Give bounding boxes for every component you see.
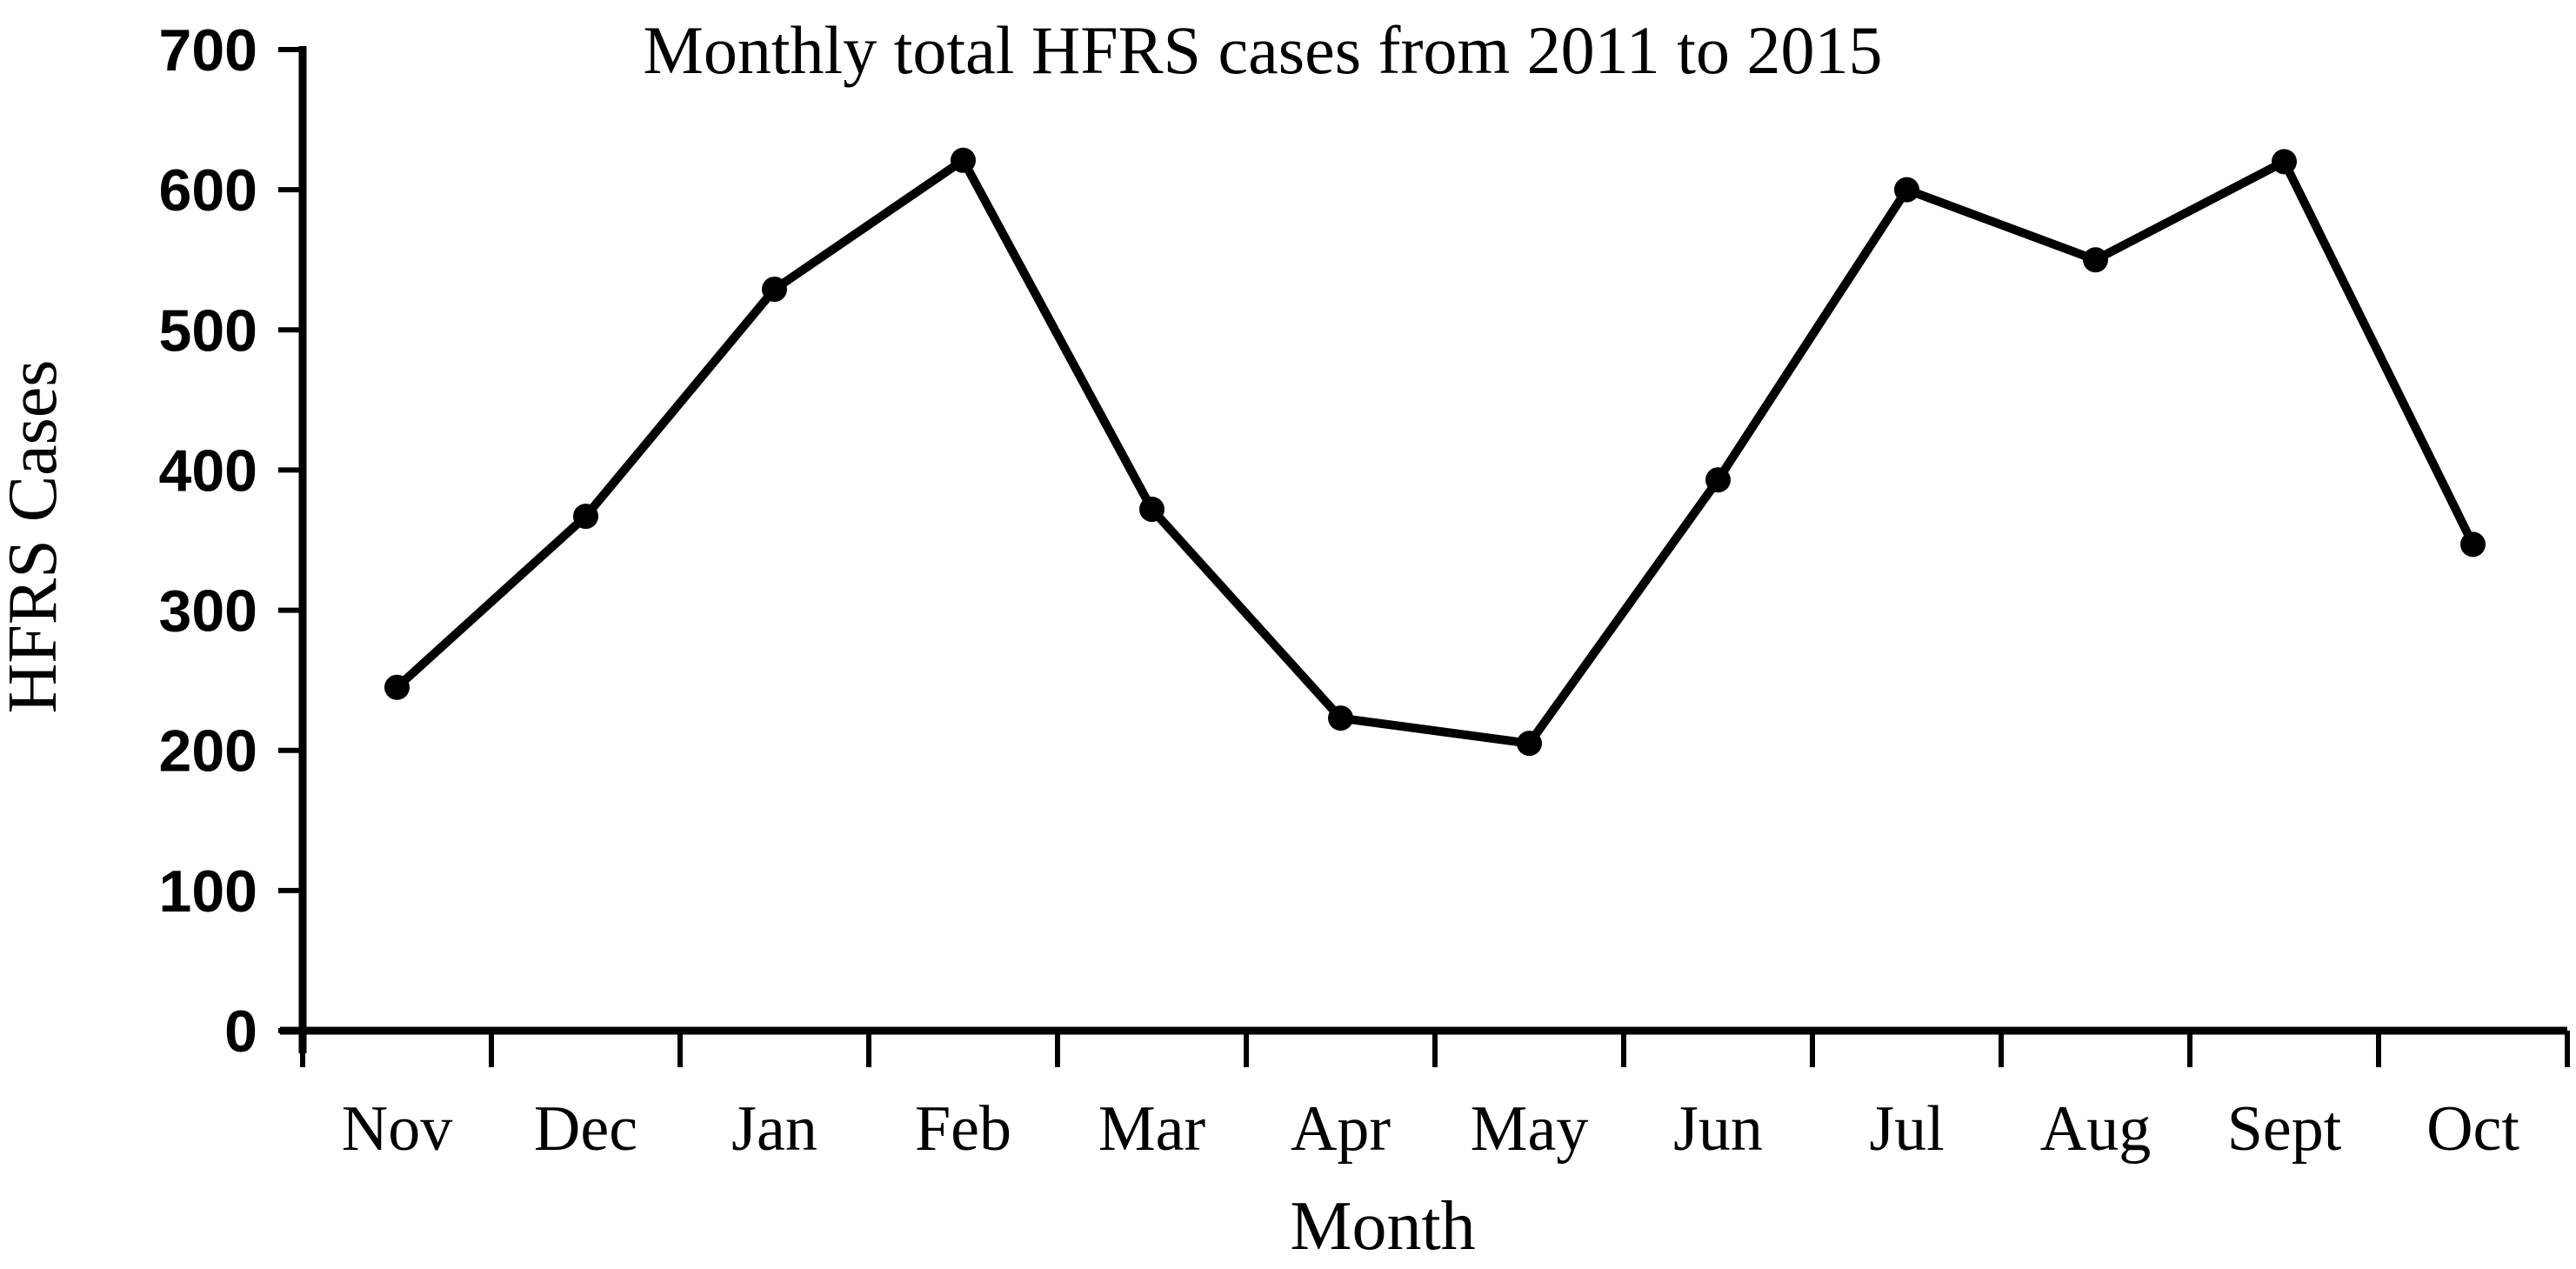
data-point: [573, 504, 598, 530]
data-point: [1705, 467, 1731, 493]
data-point: [762, 277, 787, 303]
y-tick-label: 400: [159, 437, 257, 504]
data-series: [384, 147, 2486, 757]
data-point: [2272, 149, 2297, 175]
data-point: [951, 147, 976, 173]
chart-title: Monthly total HFRS cases from 2011 to 20…: [644, 12, 1883, 88]
data-point: [1139, 497, 1165, 523]
x-tick-label: Apr: [1291, 1093, 1391, 1165]
data-point: [384, 674, 410, 700]
axis-ticks: [278, 47, 2570, 1067]
axes: [280, 46, 2567, 1053]
x-tick-label: Jun: [1673, 1093, 1763, 1165]
x-tick-label: Nov: [342, 1093, 452, 1165]
y-tick-label: 100: [159, 858, 257, 925]
y-tick-label: 0: [224, 999, 257, 1065]
y-tick-label: 200: [159, 718, 257, 785]
y-tick-label: 700: [159, 17, 257, 83]
x-tick-label: Jul: [1869, 1093, 1944, 1165]
y-axis-title: HFRS Cases: [0, 360, 71, 714]
x-tick-label: Sept: [2227, 1093, 2342, 1165]
y-tick-label: 600: [159, 157, 257, 224]
data-point: [2083, 247, 2108, 273]
x-tick-label: Oct: [2426, 1093, 2519, 1165]
x-axis-title: Month: [1290, 1188, 1475, 1265]
data-point: [1894, 177, 1919, 203]
x-tick-label: Jan: [731, 1093, 818, 1165]
x-tick-label: Mar: [1098, 1093, 1205, 1165]
axis-tick-labels: 0 100 200 300 400 500 600 700 Nov Dec Jan Feb Mar Apr…: [159, 17, 2520, 1165]
y-tick-label: 300: [159, 578, 257, 645]
x-tick-label: May: [1471, 1093, 1589, 1165]
x-tick-label: Feb: [915, 1093, 1011, 1165]
x-tick-label: Aug: [2040, 1093, 2151, 1165]
data-point: [1328, 705, 1353, 731]
x-tick-label: Dec: [534, 1093, 637, 1165]
data-point: [1517, 731, 1542, 757]
data-point: [2460, 531, 2486, 558]
y-tick-label: 500: [159, 297, 257, 364]
data-line: [394, 154, 2477, 749]
